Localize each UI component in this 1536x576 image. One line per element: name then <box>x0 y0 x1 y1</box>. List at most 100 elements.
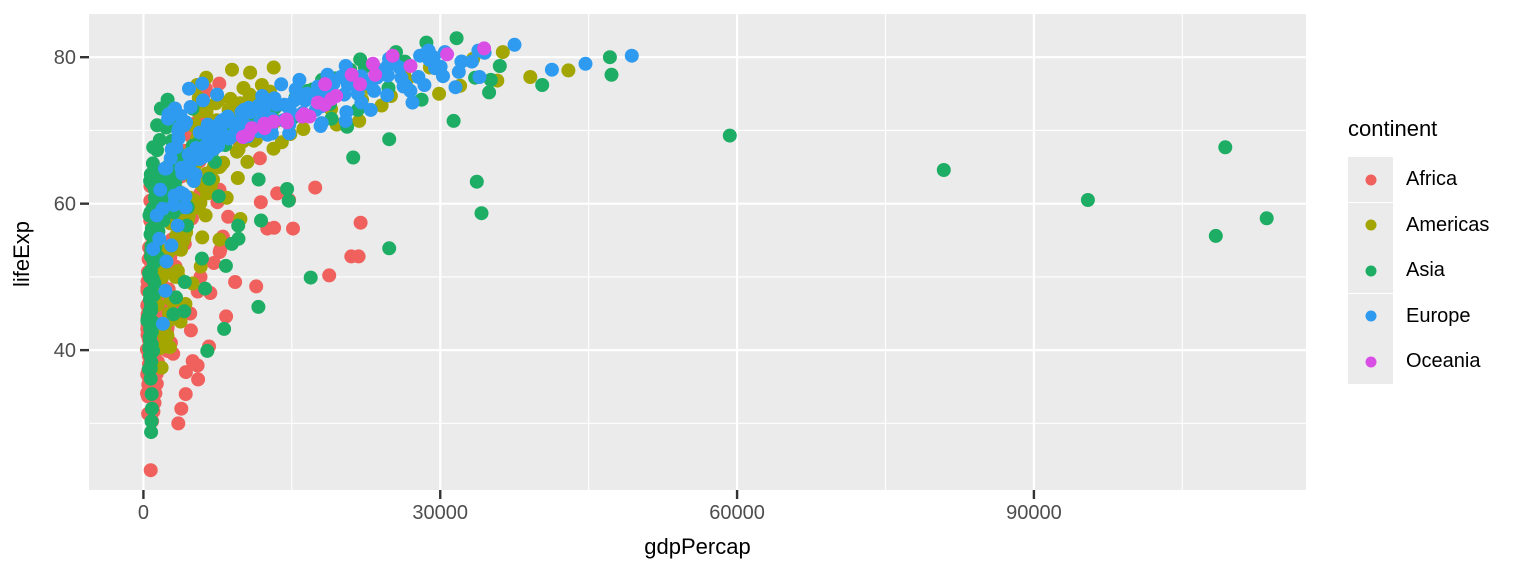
data-point <box>436 69 450 84</box>
data-point <box>178 365 193 380</box>
data-point <box>143 318 158 333</box>
data-point <box>182 81 196 96</box>
data-point <box>1080 193 1095 207</box>
data-point <box>157 161 172 176</box>
data-point <box>363 102 378 117</box>
data-point <box>266 114 281 129</box>
data-point <box>578 56 593 71</box>
data-point <box>297 107 311 122</box>
data-point <box>177 304 192 319</box>
data-point <box>454 54 469 69</box>
data-point <box>544 62 559 77</box>
data-point <box>200 146 215 161</box>
data-point <box>225 62 239 77</box>
legend-key-oceania <box>1348 339 1393 384</box>
data-point <box>145 271 160 286</box>
x-tick-label: 60000 <box>709 502 765 524</box>
data-point <box>194 251 209 266</box>
x-axis-title: gdpPercap <box>644 534 751 559</box>
data-point <box>251 172 266 187</box>
data-point <box>170 218 185 233</box>
data-point <box>346 150 361 165</box>
data-point <box>218 258 233 273</box>
data-point <box>198 281 213 296</box>
data-point <box>1259 211 1274 226</box>
data-point <box>169 290 183 305</box>
data-point <box>324 91 339 106</box>
data-point <box>448 80 463 95</box>
data-point <box>432 86 447 101</box>
data-point <box>936 163 951 177</box>
data-point <box>146 242 161 257</box>
data-point <box>474 206 489 221</box>
data-point <box>380 88 395 103</box>
legend-label-americas: Americas <box>1406 213 1490 236</box>
x-tick-label: 30000 <box>412 502 468 524</box>
data-point <box>469 174 484 189</box>
data-point <box>144 425 159 440</box>
legend-title: continent <box>1348 116 1438 141</box>
legend-label-oceania: Oceania <box>1406 350 1481 372</box>
data-point <box>440 47 455 62</box>
data-point <box>236 81 251 95</box>
data-point <box>217 321 232 336</box>
data-point <box>209 125 224 140</box>
data-point <box>214 113 229 128</box>
data-point <box>352 113 367 128</box>
legend-dot-icon <box>1365 356 1376 367</box>
y-tick-label: 80 <box>54 47 76 69</box>
data-point <box>464 54 479 69</box>
data-point <box>507 37 522 52</box>
data-point <box>296 87 311 102</box>
data-point <box>1218 140 1233 155</box>
data-point <box>446 113 461 128</box>
data-point <box>221 209 236 224</box>
data-point <box>200 343 215 358</box>
data-point <box>253 195 268 210</box>
data-point <box>382 241 397 256</box>
data-point <box>164 238 179 253</box>
data-point <box>195 76 210 91</box>
data-point <box>144 387 159 402</box>
data-point <box>385 48 400 63</box>
data-point <box>604 67 619 82</box>
data-point <box>179 115 194 130</box>
data-point <box>344 67 359 82</box>
data-point <box>252 151 267 166</box>
data-point <box>206 256 221 270</box>
data-point <box>286 221 300 236</box>
data-point <box>523 70 538 84</box>
data-point <box>230 171 245 185</box>
data-point <box>426 50 441 65</box>
data-point <box>175 166 190 181</box>
data-point <box>374 98 389 113</box>
data-point <box>254 213 268 228</box>
legend-dot-icon <box>1365 174 1376 185</box>
data-point <box>535 78 550 92</box>
data-point <box>160 328 175 343</box>
x-tick-label: 0 <box>138 502 149 524</box>
data-point <box>159 254 174 269</box>
data-point <box>722 128 737 143</box>
data-point <box>211 189 226 204</box>
data-point <box>177 275 192 289</box>
data-point <box>243 65 258 80</box>
x-tick-label: 90000 <box>1006 502 1062 524</box>
data-point <box>492 59 507 73</box>
data-point <box>150 118 165 133</box>
data-point <box>200 186 215 201</box>
data-point <box>198 208 213 223</box>
data-point <box>338 113 353 128</box>
data-point <box>1208 228 1223 243</box>
data-point <box>146 256 161 270</box>
data-point <box>228 275 243 289</box>
data-point <box>196 93 210 108</box>
data-point <box>322 268 337 283</box>
data-point <box>353 77 367 92</box>
y-tick-label: 40 <box>54 340 76 362</box>
data-point <box>144 401 159 416</box>
data-point <box>178 200 193 215</box>
data-point <box>403 59 418 73</box>
data-point <box>482 85 497 100</box>
